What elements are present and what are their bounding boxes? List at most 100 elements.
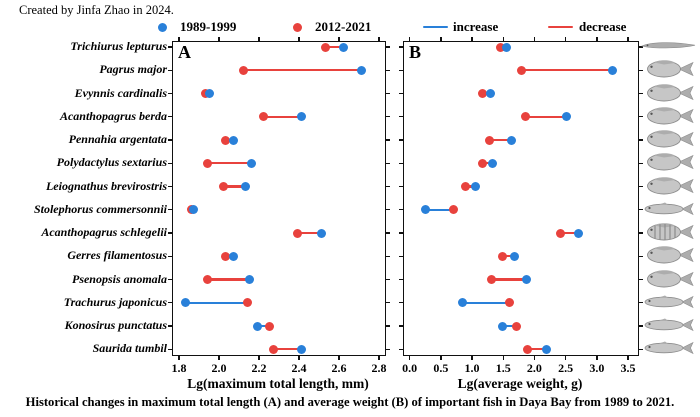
y-tick-mark bbox=[638, 325, 643, 327]
y-tick-mark bbox=[167, 232, 173, 234]
y-tick-mark bbox=[398, 255, 404, 257]
y-tick-mark bbox=[385, 92, 390, 95]
data-point-1989-1999 bbox=[252, 321, 262, 331]
data-point-2012-2021 bbox=[461, 182, 471, 191]
data-point-1989-1999 bbox=[541, 344, 551, 354]
x-tick-mark bbox=[533, 355, 536, 360]
y-tick-mark bbox=[638, 162, 643, 164]
trend-line-decrease bbox=[207, 278, 249, 281]
y-tick-mark bbox=[398, 185, 404, 188]
y-tick-mark bbox=[398, 139, 404, 141]
y-tick-mark bbox=[167, 255, 173, 257]
y-tick-mark bbox=[638, 116, 643, 118]
x-tick-mark bbox=[533, 37, 536, 42]
data-point-2012-2021 bbox=[487, 275, 497, 284]
x-tick-mark bbox=[218, 355, 220, 360]
x-tick-mark bbox=[564, 37, 567, 42]
data-point-1989-1999 bbox=[522, 275, 532, 284]
data-point-1989-1999 bbox=[338, 42, 348, 52]
data-point-2012-2021 bbox=[449, 205, 459, 215]
x-tick-mark bbox=[218, 37, 220, 42]
trend-line-decrease bbox=[273, 348, 301, 351]
y-tick-mark bbox=[398, 302, 404, 304]
data-point-1989-1999 bbox=[240, 182, 250, 191]
data-point-2012-2021 bbox=[220, 135, 230, 145]
panel-b-letter: B bbox=[409, 42, 422, 62]
data-point-1989-1999 bbox=[246, 158, 256, 168]
data-point-2012-2021 bbox=[218, 182, 228, 191]
legend-line-increase bbox=[423, 26, 448, 29]
x-tick-label: 2.6 bbox=[331, 361, 347, 375]
y-tick-mark bbox=[385, 139, 390, 141]
data-point-1989-1999 bbox=[457, 298, 467, 308]
y-tick-mark bbox=[167, 302, 173, 304]
trend-line-increase bbox=[502, 324, 517, 328]
trend-line-decrease bbox=[525, 115, 567, 118]
y-tick-mark bbox=[638, 348, 643, 350]
trend-line-decrease bbox=[482, 162, 493, 165]
trend-line-decrease bbox=[325, 45, 343, 49]
species-label: Leiognathus brevirostris bbox=[45, 178, 167, 193]
data-point-2012-2021 bbox=[292, 228, 302, 238]
fish-icon-slender bbox=[641, 291, 697, 313]
y-tick-mark bbox=[167, 325, 173, 327]
fish-icon-deep bbox=[641, 128, 697, 150]
panel-b-xaxis-title: Lg(average weight, g) bbox=[457, 376, 583, 391]
y-tick-mark bbox=[638, 255, 643, 257]
data-point-1989-1999 bbox=[509, 251, 519, 261]
trend-line-decrease bbox=[465, 185, 476, 188]
x-tick-label: 3.0 bbox=[589, 361, 605, 375]
data-point-2012-2021 bbox=[242, 298, 252, 308]
y-tick-mark bbox=[385, 185, 390, 188]
fish-icon-deep bbox=[641, 268, 697, 290]
x-tick-mark bbox=[564, 355, 567, 360]
fish-icon-deep bbox=[641, 58, 697, 80]
x-tick-mark bbox=[298, 37, 300, 42]
panel-a-plot: A 1.8 2.0 2.2 2.4 2.6 2.8 bbox=[167, 37, 390, 375]
x-tick-mark bbox=[471, 37, 473, 42]
data-point-1989-1999 bbox=[607, 65, 617, 75]
species-label: Trachurus japonicus bbox=[63, 294, 167, 309]
trend-line-decrease bbox=[297, 231, 321, 235]
data-point-2012-2021 bbox=[516, 65, 526, 75]
data-point-1989-1999 bbox=[204, 89, 214, 98]
data-point-2012-2021 bbox=[268, 344, 278, 354]
y-tick-mark bbox=[385, 162, 390, 164]
data-point-1989-1999 bbox=[421, 205, 431, 215]
trend-line-decrease bbox=[560, 231, 579, 235]
legend-label-2012-2021: 2012-2021 bbox=[315, 19, 372, 34]
x-tick-label: 2.0 bbox=[526, 361, 542, 375]
y-tick-mark bbox=[638, 69, 643, 71]
x-tick-mark bbox=[258, 37, 260, 42]
figure-caption: Historical changes in maximum total leng… bbox=[25, 395, 675, 409]
data-point-2012-2021 bbox=[320, 42, 330, 52]
species-label: Acanthopagrus berda bbox=[59, 108, 167, 123]
x-tick-mark bbox=[471, 355, 473, 360]
y-tick-mark bbox=[385, 302, 390, 304]
data-point-1989-1999 bbox=[228, 135, 238, 145]
x-tick-label: 3.5 bbox=[620, 361, 636, 375]
y-tick-mark bbox=[398, 116, 404, 118]
trend-line-decrease bbox=[223, 185, 245, 188]
y-tick-mark bbox=[167, 139, 173, 141]
x-tick-mark bbox=[596, 355, 598, 360]
x-tick-mark bbox=[408, 355, 411, 360]
data-point-1989-1999 bbox=[561, 112, 571, 122]
trend-line-increase bbox=[462, 301, 510, 304]
data-point-2012-2021 bbox=[264, 321, 274, 331]
fish-icon-deep bbox=[641, 244, 697, 266]
y-tick-mark bbox=[398, 46, 404, 48]
data-point-2012-2021 bbox=[202, 275, 212, 284]
y-tick-mark bbox=[638, 302, 643, 304]
fish-icon-striped bbox=[641, 221, 697, 243]
trend-line-decrease bbox=[243, 69, 361, 72]
legend-line-decrease bbox=[548, 26, 573, 29]
y-tick-mark bbox=[167, 46, 173, 48]
legend-label-1989-1999: 1989-1999 bbox=[180, 19, 237, 34]
y-tick-mark bbox=[167, 92, 173, 95]
y-tick-mark bbox=[638, 185, 643, 188]
data-point-1989-1999 bbox=[506, 135, 516, 145]
y-tick-mark bbox=[638, 92, 643, 95]
species-label: Polydactylus sextarius bbox=[56, 155, 167, 170]
x-tick-mark bbox=[338, 37, 340, 42]
